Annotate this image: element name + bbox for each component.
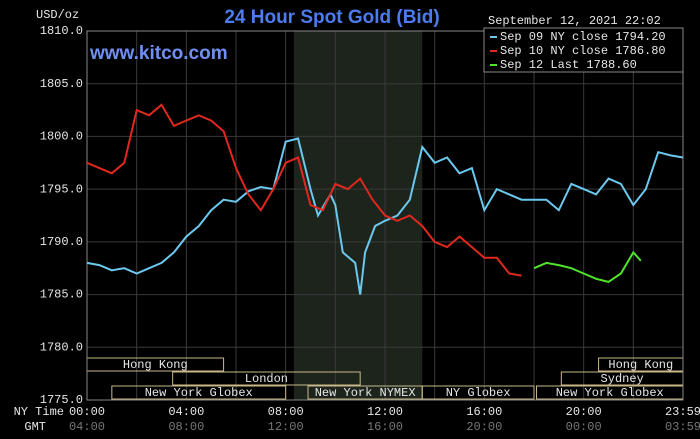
- legend-title: September 12, 2021 22:02: [488, 14, 661, 28]
- shaded-session: [293, 31, 423, 400]
- y-tick-label: 1775.0: [40, 393, 83, 407]
- y-tick-label: 1790.0: [40, 235, 83, 249]
- x2-tick-label: 20:00: [466, 420, 502, 434]
- y-tick-label: 1785.0: [40, 288, 83, 302]
- x2-tick-label: 12:00: [268, 420, 304, 434]
- x2-tick-label: 04:00: [69, 420, 105, 434]
- plot-border: [86, 30, 684, 401]
- x-tick-label: 08:00: [268, 405, 304, 419]
- series-line: [86, 137, 684, 295]
- x-tick-label: 12:00: [367, 405, 403, 419]
- series-line: [533, 250, 642, 283]
- session-label: New York Globex: [145, 386, 253, 400]
- session-label: Hong Kong: [123, 358, 188, 372]
- x-label: NY Time: [14, 405, 64, 419]
- y-tick-label: 1810.0: [40, 24, 83, 38]
- session-label: NY Globex: [446, 386, 511, 400]
- x2-tick-label: 00:00: [566, 420, 602, 434]
- session-box: [172, 371, 361, 386]
- x2-tick-label: 03:59: [665, 420, 700, 434]
- x2-label: GMT: [24, 420, 46, 434]
- y-tick-label: 1780.0: [40, 340, 83, 354]
- legend-label: Sep 10 NY close 1786.80: [500, 44, 666, 58]
- legend-box: [483, 27, 684, 73]
- session-label: New York NYMEX: [315, 386, 416, 400]
- x-tick-label: 00:00: [69, 405, 105, 419]
- x-tick-label: 23:59: [665, 405, 700, 419]
- annotation: www.kitco.com: [89, 43, 228, 64]
- session-box: [421, 385, 535, 400]
- x-tick-label: 20:00: [566, 405, 602, 419]
- x-tick-label: 16:00: [466, 405, 502, 419]
- chart-title: 24 Hour Spot Gold (Bid): [224, 7, 439, 28]
- session-box: [111, 385, 287, 400]
- session-label: London: [245, 372, 288, 386]
- x2-tick-label: 16:00: [367, 420, 403, 434]
- x-tick-label: 04:00: [168, 405, 204, 419]
- legend-label: Sep 12 Last 1788.60: [500, 58, 637, 72]
- session-label: Sydney: [601, 372, 644, 386]
- session-label: Hong Kong: [608, 358, 673, 372]
- y-tick-label: 1800.0: [40, 130, 83, 144]
- session-label: New York Globex: [556, 386, 664, 400]
- y-tick-label: 1805.0: [40, 77, 83, 91]
- x2-tick-label: 08:00: [168, 420, 204, 434]
- series-line: [86, 103, 522, 277]
- y-tick-label: 1795.0: [40, 182, 83, 196]
- legend-label: Sep 09 NY close 1794.20: [500, 30, 666, 44]
- y-unit: USD/oz: [36, 8, 79, 22]
